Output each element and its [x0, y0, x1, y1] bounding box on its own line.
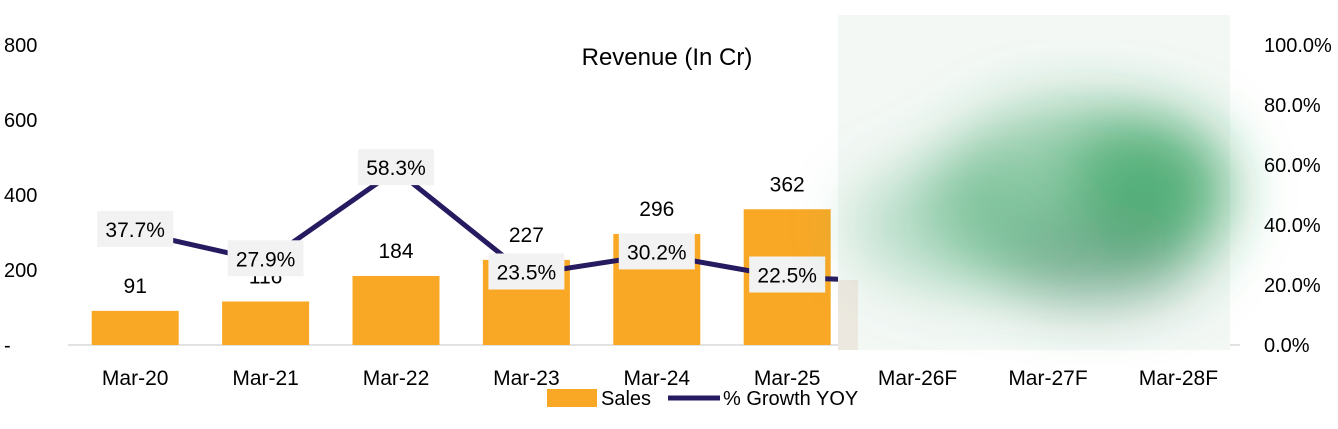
category-label: Mar-23: [493, 367, 560, 390]
forecast-obscured-region: [838, 15, 1230, 350]
category-label: Mar-21: [232, 367, 299, 390]
growth-label-box: [749, 256, 826, 293]
growth-value-label: 37.7%: [105, 219, 165, 242]
right-tick-label: 20.0%: [1264, 275, 1321, 297]
sales-bars: [91, 209, 831, 345]
category-label: Mar-20: [102, 367, 169, 390]
sales-value-label: 91: [124, 275, 147, 298]
legend-sales-swatch: [547, 389, 597, 407]
left-tick-label: 400: [4, 185, 37, 207]
category-label: Mar-24: [624, 367, 691, 390]
right-tick-label: 40.0%: [1264, 215, 1321, 237]
category-label: Mar-27F: [1008, 367, 1087, 390]
left-tick-label: 200: [4, 260, 37, 282]
growth-label-box: [97, 210, 174, 247]
left-axis: - 200 400 600 800: [4, 35, 37, 357]
right-tick-label: 80.0%: [1264, 95, 1321, 117]
growth-value-label: 22.5%: [757, 265, 817, 288]
left-tick-label: -: [4, 335, 11, 357]
growth-value-label: 30.2%: [627, 241, 687, 264]
sales-value-label: 362: [770, 173, 805, 196]
legend: Sales % Growth YOY: [547, 388, 858, 410]
category-label: Mar-25: [754, 367, 821, 390]
chart-title: Revenue (In Cr): [582, 44, 753, 71]
legend-sales-label: Sales: [601, 388, 651, 410]
category-label: Mar-28F: [1139, 367, 1218, 390]
growth-value-label: 27.9%: [236, 248, 296, 271]
growth-label-box: [227, 240, 304, 277]
sales-bar: [91, 310, 179, 345]
sales-value-label: 296: [639, 198, 674, 221]
sales-bar: [222, 301, 310, 345]
category-axis-labels: Mar-20 Mar-21 Mar-22 Mar-23 Mar-24 Mar-25 Mar-…: [102, 367, 1218, 390]
right-tick-label: 100.0%: [1264, 35, 1332, 57]
sales-value-label: 227: [509, 224, 544, 247]
right-tick-label: 60.0%: [1264, 155, 1321, 177]
category-label: Mar-22: [363, 367, 430, 390]
right-tick-label: 0.0%: [1264, 335, 1310, 357]
left-tick-label: 800: [4, 35, 37, 57]
right-axis: 0.0% 20.0% 40.0% 60.0% 80.0% 100.0%: [1264, 35, 1332, 357]
growth-label-box: [618, 233, 695, 270]
left-tick-label: 600: [4, 110, 37, 132]
legend-growth-label: % Growth YOY: [723, 388, 858, 410]
sales-value-label: 184: [378, 240, 413, 263]
growth-label-box: [488, 253, 565, 290]
growth-value-label: 23.5%: [497, 262, 557, 285]
growth-label-box: [358, 149, 434, 186]
growth-value-label: 58.3%: [366, 157, 426, 180]
category-label: Mar-26F: [878, 367, 957, 390]
sales-bar: [352, 276, 440, 345]
growth-data-labels: 37.7% 27.9% 58.3% 23.5% 30.2% 22.5%: [97, 149, 826, 293]
